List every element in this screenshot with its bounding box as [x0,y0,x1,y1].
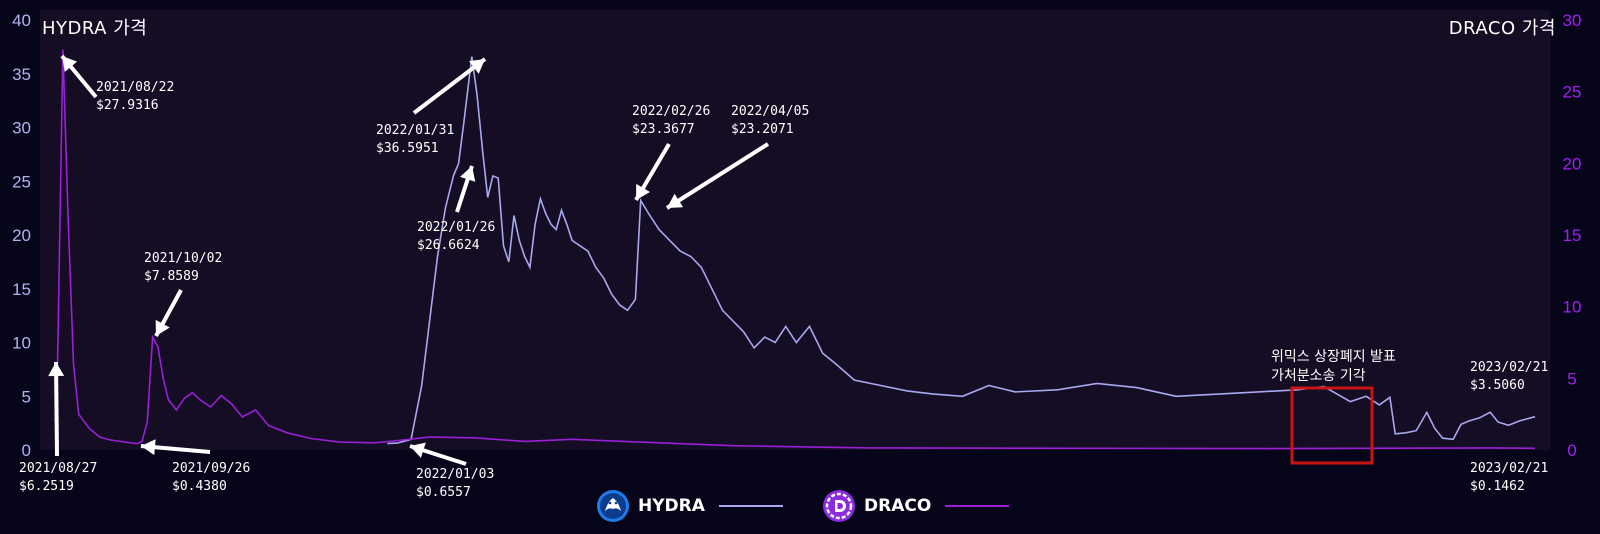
legend-line-hydra [718,505,783,507]
annotation-arrow-head [48,362,65,377]
legend: HYDRA DRACO [0,484,1600,528]
right-tick-label: 5 [1567,369,1576,388]
annotation-date: 2022/02/26 [632,104,710,119]
annotation-arrows [48,54,770,466]
right-tick-label: 20 [1563,154,1582,173]
annotation-price: $3.5060 [1470,378,1525,393]
annotation-date: 2023/02/21 [1470,360,1548,375]
right-tick-label: 0 [1567,441,1576,460]
annotation-date: 2021/10/02 [144,251,222,266]
draco-logo-icon [823,490,855,522]
annotation-date: 2023/02/21 [1470,461,1548,476]
annotation-arrow-head [469,59,485,74]
left-axis-title: HYDRA 가격 [42,18,148,39]
annotation-date: 2021/08/22 [96,80,174,95]
hydra-price-line [387,56,1536,445]
annotation-price: $7.8589 [144,269,199,284]
left-tick-label: 30 [12,119,31,138]
annotation-price: $36.5951 [376,141,439,156]
annotation-price: $6.2519 [19,479,74,494]
annotation-arrow-head [155,319,170,336]
legend-label-draco: DRACO [864,496,932,516]
annotation-price: $23.3677 [632,122,695,137]
annotation-date: 2022/01/31 [376,123,454,138]
annotation-arrow-head [62,56,78,72]
draco-price-line [54,49,1536,450]
legend-item-hydra[interactable]: HYDRA [596,484,783,528]
plot-area [40,10,1550,450]
annotation-date: 2021/08/27 [19,461,97,476]
annotation-price: $26.6624 [417,238,480,253]
left-tick-label: 0 [22,441,31,460]
annotation-arrow-shaft [665,142,770,210]
left-tick-label: 35 [12,65,31,84]
left-tick-label: 5 [22,387,31,406]
right-axis-title: DRACO 가격 [1448,18,1556,39]
left-tick-label: 40 [12,11,31,30]
right-axis-ticks: 0 5 10 15 20 25 30 [1563,11,1582,460]
annotation-price: $0.4380 [172,479,227,494]
annotation-arrow-shaft [54,361,59,457]
annotation-arrow-head [410,442,426,458]
annotation-date: 2022/01/26 [417,220,495,235]
annotation-date: 2021/09/26 [172,461,250,476]
annotation-date: 2022/04/05 [731,104,809,119]
left-axis-ticks: 0 5 10 15 20 25 30 35 40 [12,11,31,460]
right-tick-label: 25 [1563,83,1582,102]
delisting-highlight-box [1290,386,1374,465]
annotation-date: 2022/01/03 [416,467,494,482]
annotation-price: $0.6557 [416,485,471,500]
annotation-price: $0.1462 [1470,479,1525,494]
legend-item-draco[interactable]: DRACO [822,484,1010,528]
annotation-labels: 2021/08/22 $27.9316 2021/08/27 $6.2519 2021/… [19,80,1548,500]
annotation-arrow-head [141,439,156,456]
annotation-price: $23.2071 [731,122,794,137]
event-note-line2: 가처분소송 기각 [1271,368,1366,384]
right-tick-label: 10 [1563,298,1582,317]
hydra-logo-icon [597,490,629,522]
annotation-price: $27.9316 [96,98,159,113]
annotation-arrow-head [636,183,650,200]
right-tick-label: 15 [1563,226,1582,245]
left-tick-label: 15 [12,280,31,299]
left-tick-label: 10 [12,334,31,353]
annotation-arrow-head [460,166,476,182]
right-tick-label: 30 [1563,11,1582,30]
event-note-line1: 위믹스 상장폐지 발표 [1271,349,1396,365]
annotation-arrow-shaft [412,57,487,115]
legend-line-draco [945,505,1010,507]
annotation-arrow-head [667,193,684,208]
left-tick-label: 20 [12,226,31,245]
legend-label-hydra: HYDRA [638,496,705,516]
left-tick-label: 25 [12,172,31,191]
